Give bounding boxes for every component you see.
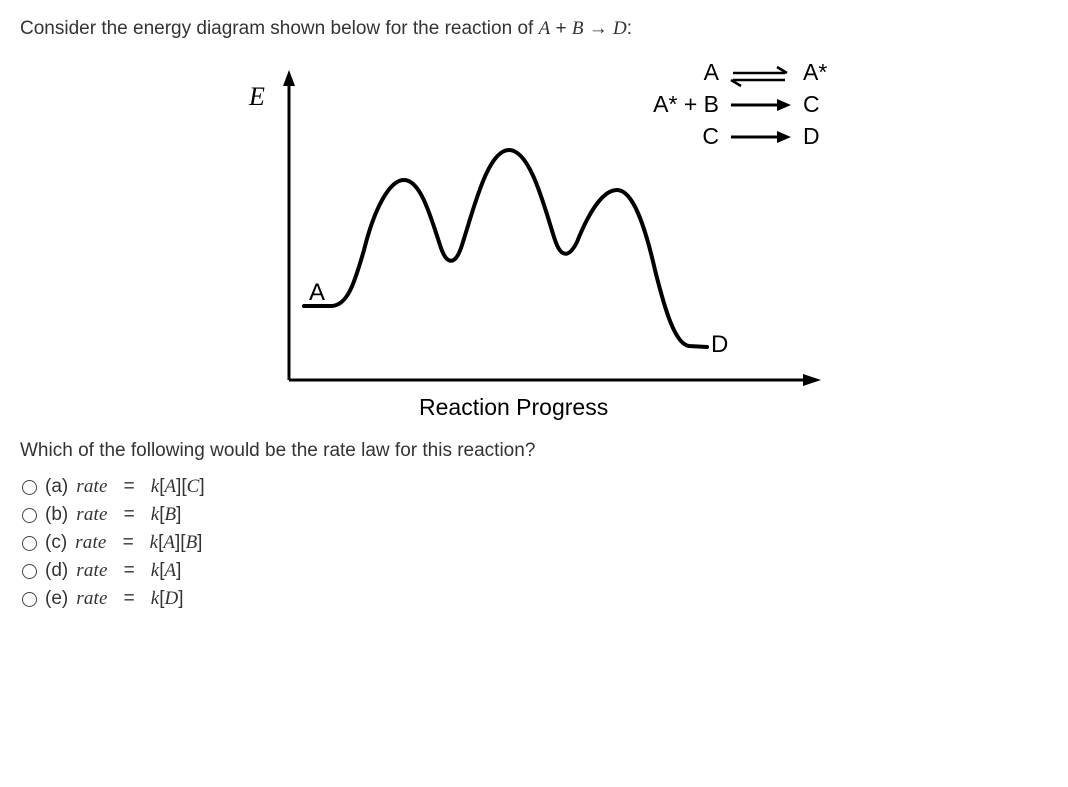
option-d-letter: (d) [45, 560, 68, 582]
mech2-left: A* + B [653, 91, 719, 117]
option-c-vars: [A][B] [158, 532, 202, 553]
equals-sign: = [123, 532, 134, 554]
mech1-right: A* [803, 59, 827, 85]
rate-word: rate [75, 532, 106, 554]
option-c[interactable]: (c) rate = k[A][B] [22, 532, 1048, 554]
k-symbol: k [151, 476, 159, 497]
radio-icon[interactable] [22, 592, 37, 607]
mech3-left: C [702, 123, 719, 149]
y-axis-label: E [248, 82, 265, 111]
prompt-D: D [613, 18, 627, 39]
radio-icon[interactable] [22, 564, 37, 579]
prompt-text: Consider the energy diagram shown below … [20, 18, 1048, 40]
k-symbol: k [151, 504, 159, 525]
option-a[interactable]: (a) rate = k[A][C] [22, 476, 1048, 498]
radio-icon[interactable] [22, 480, 37, 495]
mech2-right: C [803, 91, 820, 117]
mech3-right: D [803, 123, 820, 149]
option-a-letter: (a) [45, 476, 68, 498]
mech1-left: A [704, 59, 720, 85]
option-e-vars: [D] [159, 588, 183, 609]
mechanism-block: A A* A* + B C C D [653, 59, 827, 149]
rate-word: rate [76, 504, 107, 526]
option-a-vars: [A][C] [159, 476, 204, 497]
prompt-B: B [572, 18, 584, 39]
k-symbol: k [151, 560, 159, 581]
equals-sign: = [124, 588, 135, 610]
options-group: (a) rate = k[A][C] (b) rate = k[B] (c) r… [20, 476, 1048, 610]
curve-label-A: A [309, 279, 325, 306]
x-axis-arrowhead [803, 374, 821, 386]
energy-diagram-container: E A D Reaction Progress A A* A* + B [20, 50, 1048, 430]
prompt-A: A [539, 18, 551, 39]
question-text: Which of the following would be the rate… [20, 440, 1048, 462]
prompt-plus: + [550, 18, 572, 39]
prompt-prefix: Consider the energy diagram shown below … [20, 18, 539, 39]
rate-word: rate [76, 588, 107, 610]
option-e-letter: (e) [45, 588, 68, 610]
option-b[interactable]: (b) rate = k[B] [22, 504, 1048, 526]
forward-arrow-icon-2 [731, 131, 791, 143]
k-symbol: k [150, 532, 158, 553]
rate-word: rate [76, 560, 107, 582]
y-axis-arrowhead [283, 70, 295, 86]
energy-curve [304, 150, 707, 347]
equals-sign: = [124, 476, 135, 498]
rate-word: rate [76, 476, 107, 498]
option-c-letter: (c) [45, 532, 67, 554]
k-symbol: k [151, 588, 159, 609]
prompt-arrow: → [583, 18, 613, 39]
equals-sign: = [124, 560, 135, 582]
option-b-vars: [B] [159, 504, 181, 525]
radio-icon[interactable] [22, 536, 37, 551]
option-d[interactable]: (d) rate = k[A] [22, 560, 1048, 582]
equilibrium-arrow-icon [731, 67, 787, 86]
prompt-suffix: : [627, 18, 632, 39]
equals-sign: = [124, 504, 135, 526]
energy-diagram: E A D Reaction Progress A A* A* + B [209, 50, 859, 430]
option-b-letter: (b) [45, 504, 68, 526]
radio-icon[interactable] [22, 508, 37, 523]
curve-label-D: D [711, 331, 728, 358]
option-d-vars: [A] [159, 560, 181, 581]
x-axis-label: Reaction Progress [419, 394, 608, 420]
forward-arrow-icon-1 [731, 99, 791, 111]
option-e[interactable]: (e) rate = k[D] [22, 588, 1048, 610]
